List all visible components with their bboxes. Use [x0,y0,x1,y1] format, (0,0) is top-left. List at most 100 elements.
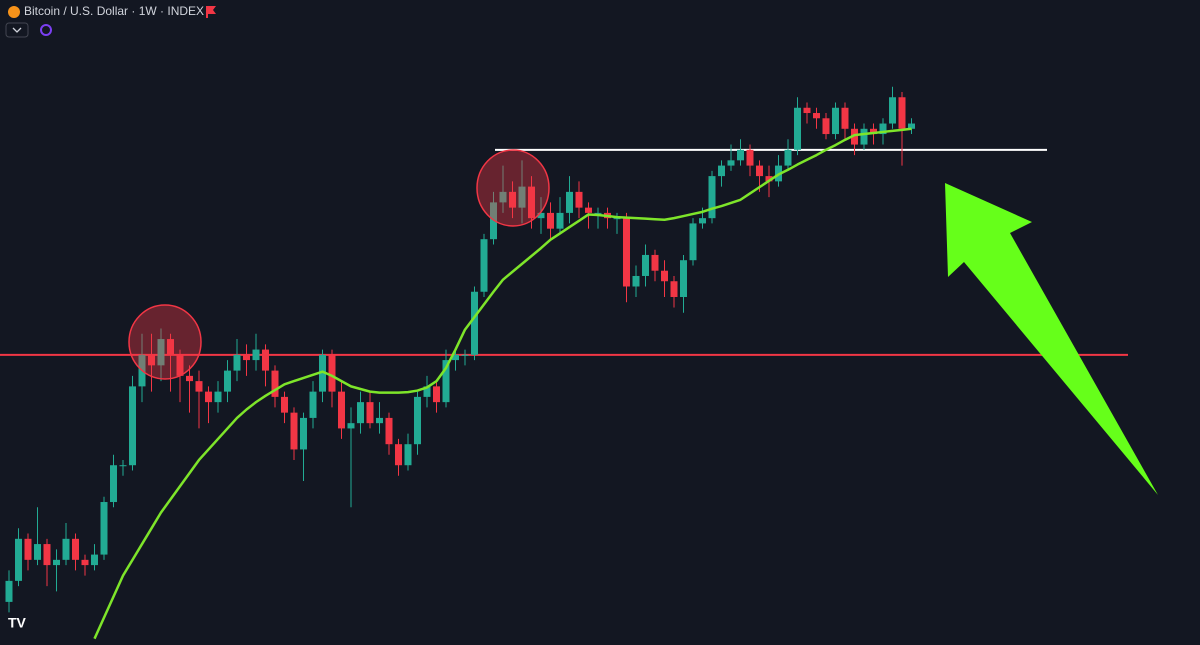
candle-body [547,212,554,229]
candle-body [784,149,792,166]
candle-body [224,370,231,392]
candle-body [15,538,22,581]
candle-body [442,360,450,403]
candle-body [642,254,649,276]
candle-body [157,339,165,366]
candle-body [699,218,706,224]
candle-body [851,128,858,145]
candle-body [167,339,174,355]
candle-body [623,218,630,287]
candle-body [300,417,307,450]
candle-body [176,354,184,376]
candle-body [376,417,383,424]
candle-body [81,559,89,566]
indicator-icon[interactable] [40,24,52,36]
candle-body [24,538,32,560]
plot [0,86,1128,640]
flag-icon[interactable] [206,6,216,18]
candle-body [870,128,877,135]
candle-body [841,107,849,129]
candle-body [908,123,915,129]
candle-body [575,191,583,208]
candle-body [556,212,564,229]
highlight-ellipse [128,304,202,380]
candle-body [357,402,364,424]
candle-body [290,412,298,450]
candle-body [243,354,250,361]
candle-body [518,186,526,208]
candle-body [718,165,725,177]
candle-body [53,559,60,566]
candle-body [205,391,212,403]
candle-body [509,191,516,208]
candle-body [803,107,811,114]
candle-body [708,176,716,219]
candle-body [898,97,906,129]
candle-body [62,538,70,560]
candle-body [727,160,735,166]
candle-body [860,128,868,145]
candle-body [148,354,155,366]
highlight-ellipse [476,149,550,227]
candle-body [319,354,326,392]
candle-body [414,396,421,445]
candle-body [756,165,763,177]
candle-body [100,502,108,555]
candle-body [661,270,668,282]
candle-body [537,212,545,219]
candle-body [43,544,51,566]
symbol-title: Bitcoin / U.S. Dollar · 1W · INDEX [24,4,204,18]
candle-body [585,207,592,213]
candle-body [566,191,573,213]
candle-body [528,186,535,219]
candle-body [119,465,127,467]
candle-body [670,281,678,298]
candle-body [110,465,117,503]
candle-body [347,423,355,429]
candle-body [689,223,697,261]
candle-body [680,260,687,298]
candle-body [613,218,621,220]
candle-body [395,444,402,466]
arrow [945,183,1158,495]
candle-body [129,386,136,466]
candle-body [594,212,602,214]
candle-body [195,381,203,392]
candle-body [252,349,260,361]
candle-body [5,580,13,602]
candle-body [186,375,193,382]
candle-body [813,113,820,119]
moving-average [93,127,912,640]
candle-body [262,349,269,371]
candle-body [404,444,412,466]
candle-body [233,354,241,371]
candle-body [34,544,41,560]
candle-body [651,254,659,271]
candle-body [879,123,887,135]
bitcoin-icon [8,6,20,18]
candle-body [328,354,336,392]
collapse-button[interactable] [5,22,29,38]
candle-body [271,370,279,397]
candle-body [632,275,640,287]
candle-body [385,417,393,445]
candle-body [889,97,896,124]
candle-body [91,554,98,566]
chevron [12,27,22,33]
candle-body [832,107,839,135]
candle-body [765,176,773,182]
candle-body [366,402,374,424]
candle-body [461,354,469,356]
candle-body [281,396,288,413]
candle-body [433,386,440,403]
candle-body [499,191,507,203]
candle-body [214,391,222,403]
candle-body [822,118,830,135]
candle-body [423,386,431,397]
tv-logo: TV [8,615,27,631]
candle-body [794,107,801,150]
candle-body [480,239,488,292]
